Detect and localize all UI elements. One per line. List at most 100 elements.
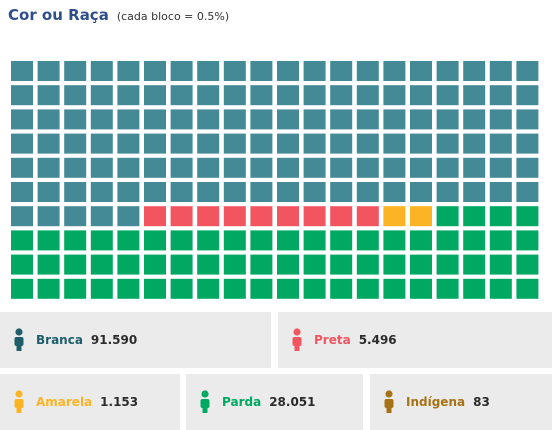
- waffle-block-branca: [383, 157, 406, 178]
- waffle-block-parda: [303, 254, 326, 275]
- waffle-block-branca: [223, 85, 246, 106]
- waffle-block-branca: [250, 157, 273, 178]
- waffle-block-branca: [37, 133, 60, 154]
- waffle-block-branca: [356, 133, 379, 154]
- waffle-block-branca: [489, 109, 512, 130]
- waffle-block-parda: [64, 254, 87, 275]
- waffle-block-branca: [11, 157, 33, 178]
- waffle-block-parda: [410, 254, 432, 275]
- waffle-block-branca: [410, 182, 432, 202]
- waffle-block-parda: [250, 230, 273, 251]
- waffle-block-branca: [330, 157, 353, 178]
- waffle-block-parda: [356, 230, 379, 251]
- waffle-block-branca: [516, 61, 539, 81]
- waffle-block-branca: [197, 85, 220, 106]
- waffle-block-parda: [197, 278, 220, 299]
- waffle-block-preta: [144, 206, 166, 227]
- waffle-block-branca: [383, 182, 406, 202]
- waffle-block-parda: [463, 230, 486, 251]
- waffle-block-branca: [197, 61, 220, 81]
- waffle-block-branca: [11, 133, 33, 154]
- waffle-block-branca: [463, 61, 486, 81]
- legend-card-amarela: Amarela 1.153: [0, 374, 180, 430]
- waffle-block-branca: [64, 206, 87, 227]
- waffle-block-branca: [489, 133, 512, 154]
- waffle-block-parda: [436, 278, 459, 299]
- waffle-block-branca: [356, 85, 379, 106]
- waffle-block-branca: [117, 85, 140, 106]
- legend-value-branca: 91.590: [90, 333, 138, 347]
- waffle-block-parda: [64, 278, 87, 299]
- waffle-block-branca: [516, 182, 539, 202]
- waffle-block-parda: [356, 254, 379, 275]
- waffle-block-branca: [489, 61, 512, 81]
- waffle-block-parda: [197, 230, 220, 251]
- waffle-block-parda: [197, 254, 220, 275]
- waffle-block-parda: [330, 278, 353, 299]
- waffle-block-branca: [436, 61, 459, 81]
- waffle-block-branca: [117, 133, 140, 154]
- waffle-block-parda: [117, 254, 140, 275]
- waffle-block-branca: [463, 109, 486, 130]
- waffle-block-branca: [383, 109, 406, 130]
- waffle-block-branca: [436, 133, 459, 154]
- waffle-block-preta: [250, 206, 273, 227]
- waffle-block-parda: [144, 230, 166, 251]
- waffle-block-branca: [250, 109, 273, 130]
- waffle-block-parda: [356, 278, 379, 299]
- legend-value-indigena: 83: [473, 395, 490, 409]
- waffle-block-preta: [277, 206, 299, 227]
- waffle-block-branca: [144, 157, 166, 178]
- waffle-block-parda: [250, 254, 273, 275]
- waffle-block-branca: [117, 61, 140, 81]
- waffle-block-branca: [410, 157, 432, 178]
- waffle-block-preta: [330, 206, 353, 227]
- waffle-block-branca: [463, 157, 486, 178]
- waffle-block-branca: [223, 61, 246, 81]
- waffle-block-branca: [144, 133, 166, 154]
- waffle-block-branca: [356, 61, 379, 81]
- waffle-block-branca: [250, 182, 273, 202]
- waffle-block-parda: [223, 230, 246, 251]
- waffle-block-branca: [144, 61, 166, 81]
- legend-label-preta: Preta: [314, 333, 351, 347]
- waffle-block-parda: [303, 278, 326, 299]
- waffle-block-parda: [117, 278, 140, 299]
- waffle-block-branca: [197, 182, 220, 202]
- waffle-block-branca: [383, 61, 406, 81]
- waffle-block-branca: [144, 182, 166, 202]
- waffle-block-parda: [11, 278, 33, 299]
- waffle-block-branca: [64, 61, 87, 81]
- waffle-block-parda: [223, 254, 246, 275]
- waffle-block-branca: [410, 61, 432, 81]
- waffle-block-branca: [117, 109, 140, 130]
- waffle-block-branca: [37, 109, 60, 130]
- waffle-block-branca: [11, 182, 33, 202]
- waffle-block-parda: [410, 278, 432, 299]
- waffle-block-parda: [144, 254, 166, 275]
- waffle-block-branca: [90, 109, 113, 130]
- waffle-block-branca: [303, 85, 326, 106]
- waffle-block-branca: [90, 61, 113, 81]
- waffle-block-branca: [330, 85, 353, 106]
- person-icon: [384, 390, 394, 413]
- legend-card-indigena: Indígena 83: [370, 374, 552, 430]
- waffle-block-parda: [436, 230, 459, 251]
- waffle-block-branca: [64, 157, 87, 178]
- waffle-block-parda: [90, 230, 113, 251]
- waffle-block-branca: [489, 85, 512, 106]
- waffle-block-parda: [144, 278, 166, 299]
- waffle-block-branca: [37, 157, 60, 178]
- waffle-block-branca: [330, 61, 353, 81]
- waffle-block-parda: [303, 230, 326, 251]
- waffle-block-branca: [170, 85, 193, 106]
- waffle-block-branca: [223, 133, 246, 154]
- waffle-block-branca: [11, 109, 33, 130]
- waffle-block-branca: [197, 109, 220, 130]
- waffle-block-branca: [436, 85, 459, 106]
- waffle-block-branca: [11, 206, 33, 227]
- waffle-block-branca: [516, 109, 539, 130]
- waffle-block-parda: [37, 230, 60, 251]
- waffle-block-branca: [463, 182, 486, 202]
- waffle-block-branca: [330, 133, 353, 154]
